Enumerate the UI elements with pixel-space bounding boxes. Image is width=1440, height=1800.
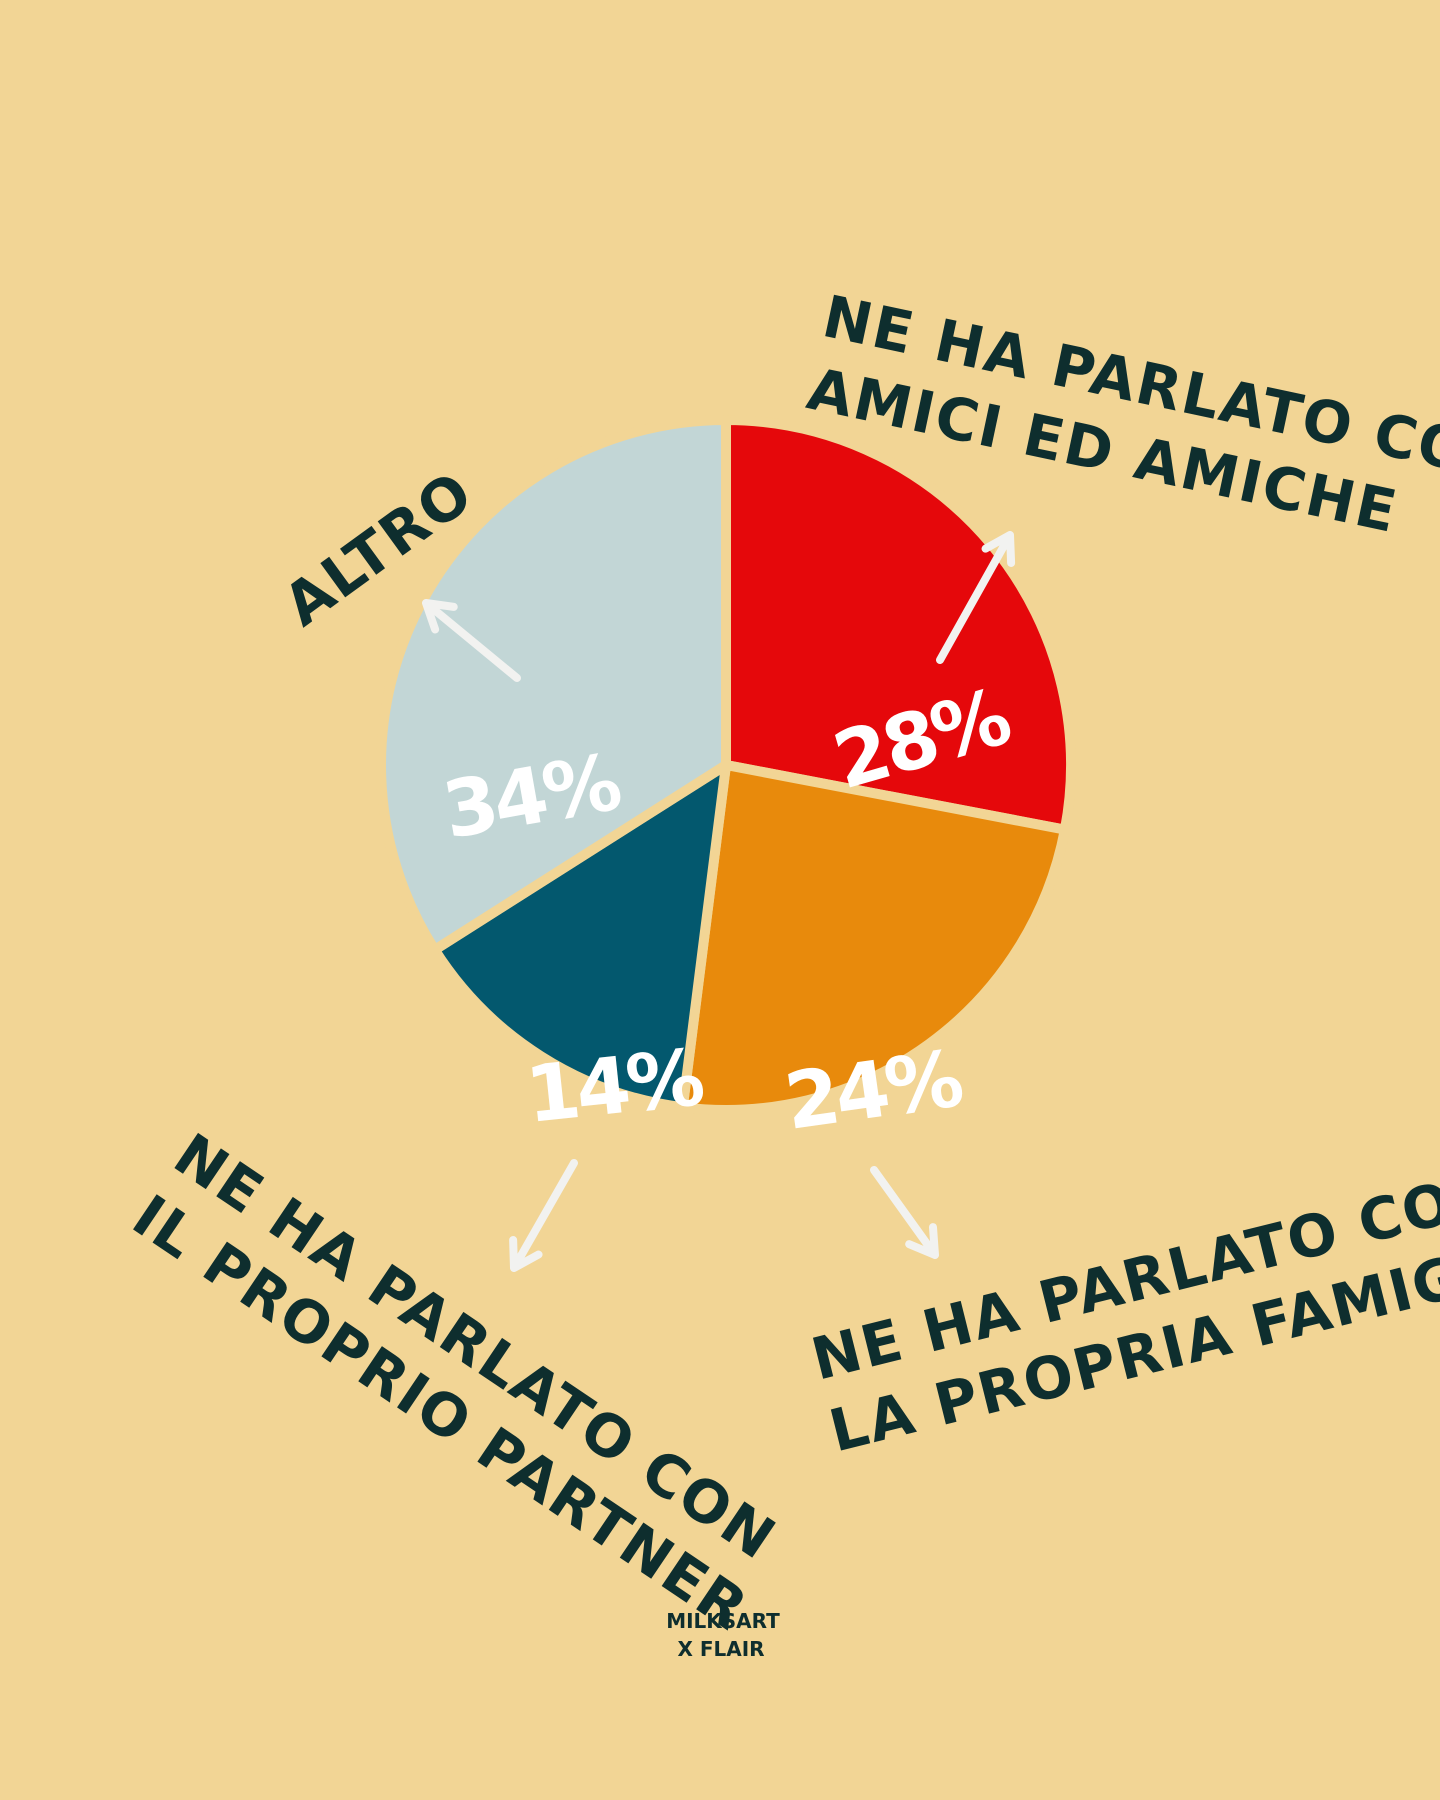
- pie-slices: [376, 415, 1076, 1115]
- arrow-ne-ha-parlato-con-amici-ed-amiche: [936, 531, 1016, 664]
- callout-line: IL PROPRIO PARTNER: [121, 1182, 761, 1644]
- callout-arrows: [422, 531, 1016, 1272]
- arrow-altro: [422, 599, 521, 682]
- credit-line-1: MILKSART: [666, 1609, 780, 1633]
- callout-ne-ha-parlato-con-la-propria-famiglia: NE HA PARLATO CONLA PROPRIA FAMIGLIA: [805, 1144, 1440, 1465]
- credit-line-2: X FLAIR: [677, 1637, 764, 1661]
- pie-slice-altro: [376, 415, 731, 955]
- percent-label-ne-ha-parlato-con-il-proprio-partner: 14%: [522, 1033, 707, 1141]
- callout-line: NE HA PARLATO CON: [162, 1120, 788, 1573]
- arrow-ne-ha-parlato-con-il-proprio-partner: [509, 1159, 578, 1272]
- pie-slice-ne-ha-parlato-con-la-propria-famiglia: [677, 760, 1070, 1115]
- callout-ne-ha-parlato-con-il-proprio-partner: NE HA PARLATO CONIL PROPRIO PARTNER: [121, 1120, 802, 1644]
- pie-slice-ne-ha-parlato-con-il-proprio-partner: [429, 760, 731, 1113]
- arrow-ne-ha-parlato-con-la-propria-famiglia: [870, 1166, 939, 1259]
